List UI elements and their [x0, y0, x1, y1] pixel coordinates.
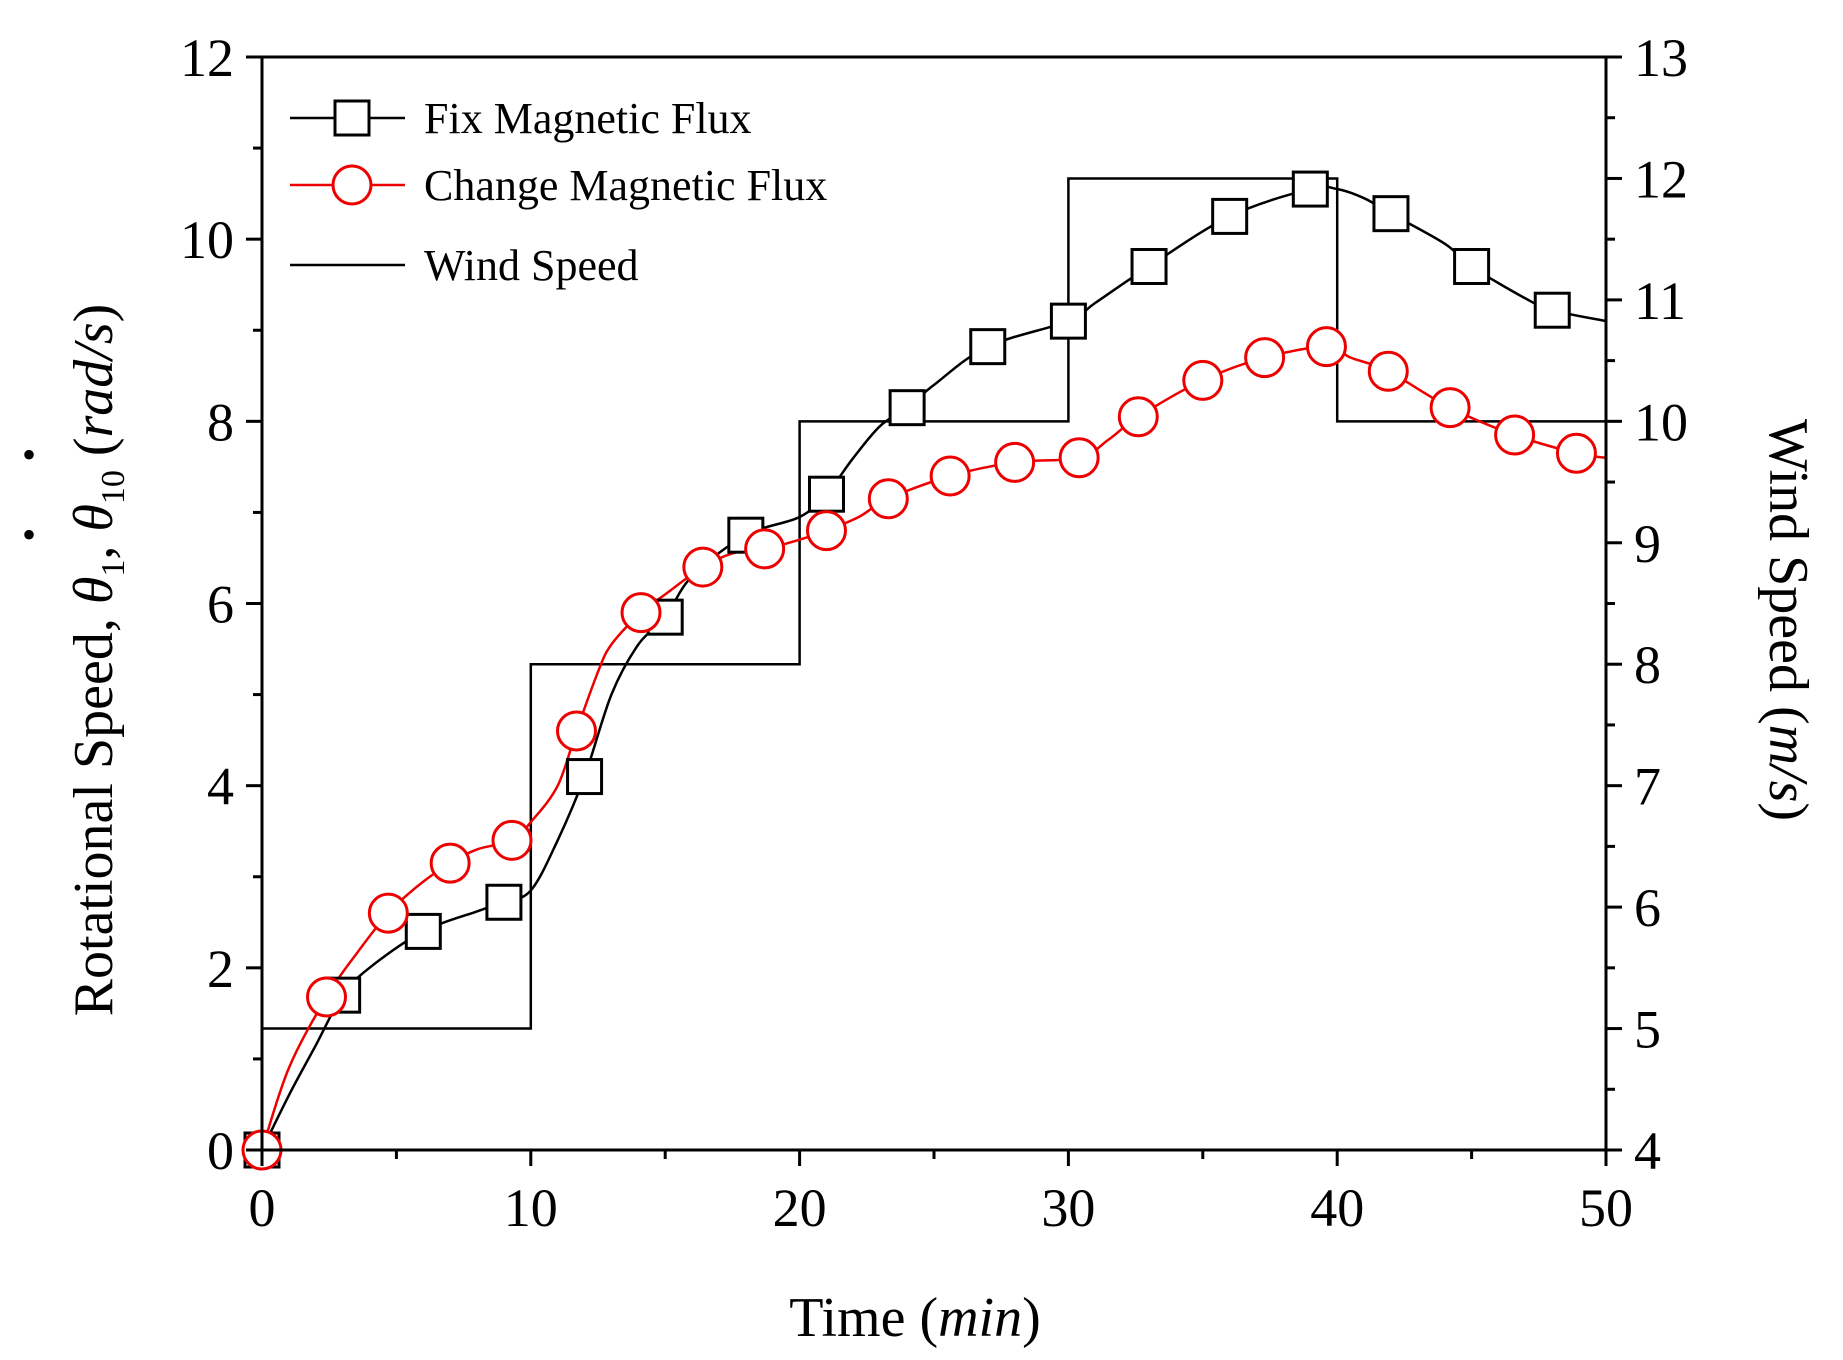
wind-speed-line: [262, 177, 1606, 1030]
plot-area: [241, 170, 1607, 1171]
y-left-tick-label: 2: [207, 939, 234, 999]
fix-magnetic-flux-line: [260, 185, 1607, 1151]
fix-magnetic-flux-marker: [888, 389, 926, 427]
change-magnetic-flux-marker: [1244, 337, 1286, 379]
change-magnetic-flux-marker: [1555, 432, 1597, 474]
svg-text:Rotational Speed, θ1, θ10 (rad: Rotational Speed, θ1, θ10 (rad/s): [63, 304, 132, 1017]
fix-magnetic-flux-marker: [1533, 291, 1571, 329]
y-left-tick-label: 0: [207, 1121, 234, 1181]
fix-magnetic-flux-marker: [1211, 197, 1249, 235]
x-tick-label: 50: [1579, 1178, 1633, 1238]
y-right-tick-label: 9: [1634, 514, 1661, 574]
fix-magnetic-flux-marker: [404, 912, 442, 950]
change-magnetic-flux-marker: [429, 842, 471, 884]
y-axis-right-title: Wind Speed (m/s): [1757, 419, 1819, 821]
x-tick-label: 0: [249, 1178, 276, 1238]
y-right-tick-label: 11: [1634, 271, 1686, 331]
change-magnetic-flux-marker: [1367, 350, 1409, 392]
fix-magnetic-flux-marker: [1049, 302, 1087, 340]
change-magnetic-flux-marker: [1058, 437, 1100, 479]
change-magnetic-flux-marker: [1182, 359, 1224, 401]
legend-swatch-circle-marker: [331, 164, 373, 206]
y-left-tick-label: 4: [207, 757, 234, 817]
fix-magnetic-flux-marker: [807, 475, 845, 513]
x-tick-label: 30: [1041, 1178, 1095, 1238]
legend-swatch-square-marker: [333, 99, 371, 137]
legend-item-fix-magnetic-flux: Fix Magnetic Flux: [290, 94, 752, 143]
fix-magnetic-flux-marker: [1291, 170, 1329, 208]
y-right-tick-label: 8: [1634, 635, 1661, 695]
x-axis-title: Time (min): [789, 1287, 1041, 1349]
y-axis-left-title: Rotational Speed, θ1, θ10 (rad/s): [63, 304, 132, 1017]
y-right-tick-label: 12: [1634, 149, 1688, 209]
fix-magnetic-flux-marker: [969, 328, 1007, 366]
fix-magnetic-flux-marker: [1372, 195, 1410, 233]
fix-magnetic-flux-marker: [566, 758, 604, 796]
fix-magnetic-flux-marker: [1130, 247, 1168, 285]
x-tick-label: 40: [1310, 1178, 1364, 1238]
legend: Fix Magnetic Flux Change Magnetic Flux W…: [290, 94, 827, 290]
y-left-tick-label: 8: [207, 392, 234, 452]
x-tick-label: 20: [773, 1178, 827, 1238]
change-magnetic-flux-marker: [491, 819, 533, 861]
y-left-tick-label: 10: [180, 210, 234, 270]
y-right-tick-label: 7: [1634, 757, 1661, 817]
fix-magnetic-flux-marker: [485, 883, 523, 921]
change-magnetic-flux-marker: [744, 528, 786, 570]
legend-label-wind: Wind Speed: [424, 241, 639, 290]
legend-label-change: Change Magnetic Flux: [424, 161, 827, 210]
change-magnetic-flux-marker: [867, 478, 909, 520]
y-right-tick-label: 6: [1634, 878, 1661, 938]
change-magnetic-flux-marker: [682, 546, 724, 588]
x-tick-label: 10: [504, 1178, 558, 1238]
change-magnetic-flux-marker: [805, 510, 847, 552]
change-magnetic-flux-marker: [929, 455, 971, 497]
change-magnetic-flux-marker: [994, 441, 1036, 483]
change-magnetic-flux-marker: [1494, 414, 1536, 456]
y-right-tick-label: 5: [1634, 1000, 1661, 1060]
change-magnetic-flux-marker: [1305, 326, 1347, 368]
change-magnetic-flux-marker: [367, 892, 409, 934]
axes: 0 10 20 30 40 50 0 2 4 6 8 10 12 4 5 6 7 8 9 10 11 12 13: [180, 28, 1688, 1238]
y-right-tick-label: 4: [1634, 1121, 1661, 1181]
legend-label-fix: Fix Magnetic Flux: [424, 94, 752, 143]
theta-dot-10: •: [22, 432, 36, 477]
legend-item-wind-speed: Wind Speed: [290, 241, 639, 290]
change-magnetic-flux-marker: [555, 710, 597, 752]
svg-text:Wind Speed (m/s): Wind Speed (m/s): [1757, 419, 1819, 821]
change-magnetic-flux-marker: [1429, 387, 1471, 429]
y-right-tick-label: 13: [1634, 28, 1688, 88]
y-right-tick-label: 10: [1634, 392, 1688, 452]
y-left-tick-label: 6: [207, 575, 234, 635]
change-magnetic-flux-marker: [620, 592, 662, 634]
change-magnetic-flux-marker: [306, 976, 348, 1018]
change-magnetic-flux-marker: [1117, 396, 1159, 438]
fix-magnetic-flux-marker: [1453, 247, 1491, 285]
theta-dot-1: •: [22, 512, 36, 557]
y-left-tick-label: 12: [180, 28, 234, 88]
legend-item-change-magnetic-flux: Change Magnetic Flux: [290, 161, 827, 210]
